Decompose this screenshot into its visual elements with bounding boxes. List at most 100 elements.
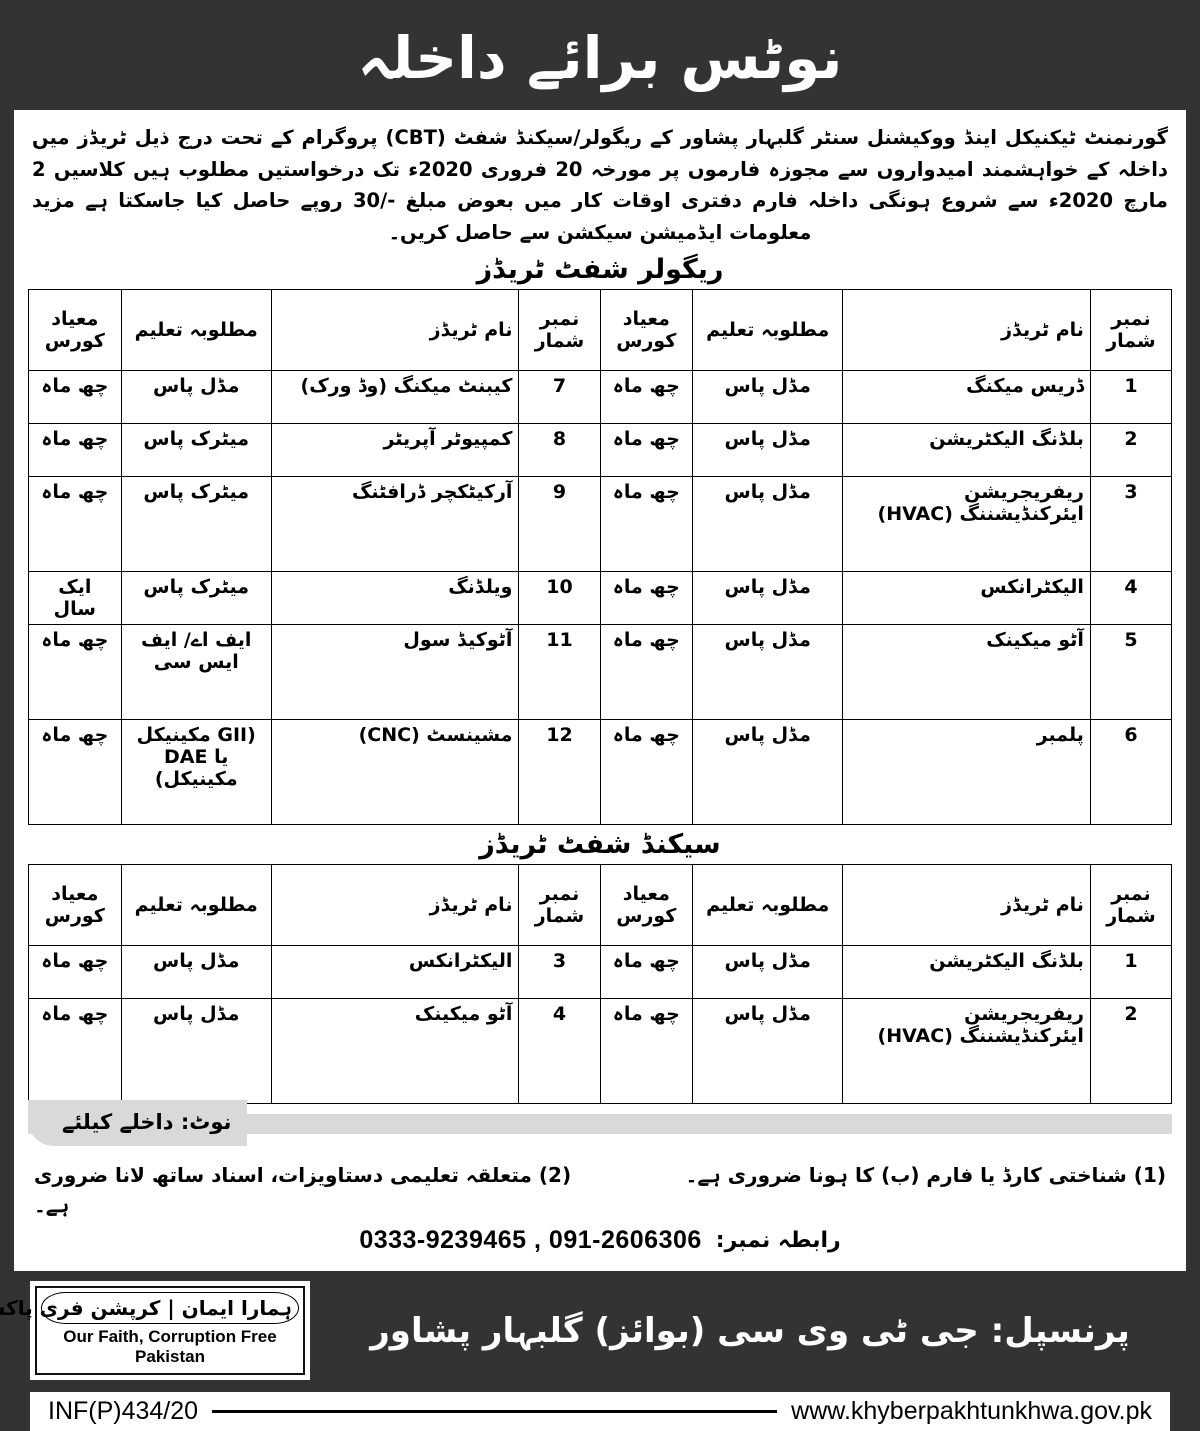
cell-num: 7 [518,370,601,425]
note-item-1: (1) شناختی کارڈ یا فارم (ب) کا ہونا ضرور… [685,1163,1166,1188]
col-num-right: نمبر شمار [1089,864,1173,947]
cell-duration: چھ ماہ [28,624,122,721]
cell-num: 9 [518,476,601,573]
cell-trade: الیکٹرانکس [270,945,520,1000]
cell-duration: چھ ماہ [28,476,122,573]
col-duration-left: معیاد کورس [28,864,122,947]
cell-duration: چھ ماہ [28,945,122,1000]
cell-trade: ڈریس میکنگ [842,370,1091,425]
col-num-left: نمبر شمار [518,289,601,372]
note-bar [28,1114,1172,1135]
col-trade-right: نام ٹریڈز [842,864,1091,947]
col-education-right: مطلوبہ تعلیم [692,289,844,372]
table-row: 1 بلڈنگ الیکٹریشن مڈل پاس چھ ماہ 3 الیکٹ… [28,945,1173,1000]
cell-trade: ریفریجریشن ایئرکنڈیشننگ (HVAC) [842,476,1091,573]
bottom-bar: INF(P)434/20 www.khyberpakhtunkhwa.gov.p… [30,1392,1170,1431]
table-row: 5 آٹو میکینک مڈل پاس چھ ماہ 11 آٹوکیڈ سو… [28,624,1173,721]
cell-duration: چھ ماہ [599,719,694,826]
cell-num: 10 [518,571,601,626]
cell-education: مڈل پاس [692,476,844,573]
cell-education: مڈل پاس [692,624,844,721]
cell-num: 1 [1089,945,1173,1000]
cell-num: 8 [518,423,601,478]
table-header-row: نمبر شمار نام ٹریڈز مطلوبہ تعلیم معیاد ک… [28,289,1173,372]
cell-num: 1 [1089,370,1173,425]
cell-education: (GII مکینیکل یا DAE مکینیکل) [120,719,272,826]
note-item-2: (2) متعلقہ تعلیمی دستاویزات، اسناد ساتھ … [34,1163,572,1218]
cell-duration: ایک سال [28,571,122,626]
cell-num: 6 [1089,719,1173,826]
notes-list: (1) شناختی کارڈ یا فارم (ب) کا ہونا ضرور… [34,1160,1166,1220]
table-header-row: نمبر شمار نام ٹریڈز مطلوبہ تعلیم معیاد ک… [28,864,1173,947]
table-row: 6 پلمبر مڈل پاس چھ ماہ 12 مشینسٹ (CNC) (… [28,719,1173,826]
col-trade-left: نام ٹریڈز [270,864,520,947]
table-row: 4 الیکٹرانکس مڈل پاس چھ ماہ 10 ویلڈنگ می… [28,571,1173,626]
cell-education: مڈل پاس [692,998,844,1105]
table-row: 2 بلڈنگ الیکٹریشن مڈل پاس چھ ماہ 8 کمپیو… [28,423,1173,478]
col-num-right: نمبر شمار [1089,289,1173,372]
col-duration-left: معیاد کورس [28,289,122,372]
cell-num: 2 [1089,423,1173,478]
cell-num: 5 [1089,624,1173,721]
header-banner: نوٹس برائے داخلہ [14,6,1186,110]
col-education-left: مطلوبہ تعلیم [120,864,272,947]
notice-body: گورنمنٹ ٹیکنیکل اینڈ ووکیشنل سنٹر گلبہار… [14,110,1186,1272]
cell-education: میٹرک پاس [120,571,272,626]
cell-trade: الیکٹرانکس [842,571,1091,626]
cell-trade: کمپیوٹر آپریٹر [270,423,520,478]
cell-num: 12 [518,719,601,826]
regular-shift-table: نمبر شمار نام ٹریڈز مطلوبہ تعلیم معیاد ک… [28,289,1173,826]
cell-num: 11 [518,624,601,721]
cell-education: میٹرک پاس [120,423,272,478]
cell-trade: آٹو میکینک [270,998,520,1105]
intro-paragraph: گورنمنٹ ٹیکنیکل اینڈ ووکیشنل سنٹر گلبہار… [32,126,1169,244]
cell-trade: پلمبر [842,719,1091,826]
admission-notice-page: نوٹس برائے داخلہ گورنمنٹ ٹیکنیکل اینڈ وو… [0,6,1186,1431]
cell-education: ایف اے/ ایف ایس سی [120,624,272,721]
cell-trade: ریفریجریشن ایئرکنڈیشننگ (HVAC) [842,998,1091,1105]
footer-bar: پرنسپل: جی ٹی وی سی (بوائز) گلبہار پشاور… [0,1271,1186,1387]
contact-label: رابطہ نمبر: [715,1228,841,1254]
cell-education: میٹرک پاس [120,476,272,573]
cell-trade: کیبنٹ میکنگ (وڈ ورک) [270,370,520,425]
cell-education: مڈل پاس [120,945,272,1000]
cell-education: مڈل پاس [692,571,844,626]
cell-duration: چھ ماہ [599,945,694,1000]
cell-education: مڈل پاس [692,370,844,425]
table-row: 1 ڈریس میکنگ مڈل پاس چھ ماہ 7 کیبنٹ میکن… [28,370,1173,425]
logo-english-text: Our Faith, Corruption Free Pakistan [63,1327,277,1367]
cell-education: مڈل پاس [692,945,844,1000]
col-trade-left: نام ٹریڈز [270,289,520,372]
cell-num: 4 [1089,571,1173,626]
cell-num: 3 [518,945,601,1000]
cell-trade: آٹوکیڈ سول [270,624,520,721]
cell-education: مڈل پاس [692,423,844,478]
regular-shift-title: ریگولر شفٹ ٹریڈز [476,254,724,286]
cell-duration: چھ ماہ [599,571,694,626]
col-education-left: مطلوبہ تعلیم [120,289,272,372]
cell-duration: چھ ماہ [28,370,122,425]
second-shift-table: نمبر شمار نام ٹریڈز مطلوبہ تعلیم معیاد ک… [28,864,1173,1105]
cell-education: مڈل پاس [120,370,272,425]
cell-num: 4 [518,998,601,1105]
cell-num: 2 [1089,998,1173,1105]
cell-education: مڈل پاس [120,998,272,1105]
cell-duration: چھ ماہ [28,423,122,478]
cell-duration: چھ ماہ [599,476,694,573]
col-trade-right: نام ٹریڈز [842,289,1091,372]
cell-duration: چھ ماہ [28,719,122,826]
cell-num: 3 [1089,476,1173,573]
second-shift-title: سیکنڈ شفٹ ٹریڈز [479,829,721,861]
cell-duration: چھ ماہ [599,370,694,425]
col-duration-right: معیاد کورس [599,289,694,372]
cell-trade: آرکیٹکچر ڈرافٹنگ [270,476,520,573]
cell-duration: چھ ماہ [599,624,694,721]
contact-numbers[interactable]: 0333-9239465 , 091-2606306 [359,1226,702,1255]
col-duration-right: معیاد کورس [599,864,694,947]
cell-trade: آٹو میکینک [842,624,1091,721]
logo-inner: ہمارا ایمان | کرپشن فری پاکستان Our Fait… [0,1286,305,1376]
cell-trade: بلڈنگ الیکٹریشن [842,945,1091,1000]
contact-line: رابطہ نمبر: 0333-9239465 , 091-2606306 [28,1226,1172,1255]
website-url[interactable]: www.khyberpakhtunkhwa.gov.pk [791,1397,1152,1426]
cell-duration: چھ ماہ [599,423,694,478]
